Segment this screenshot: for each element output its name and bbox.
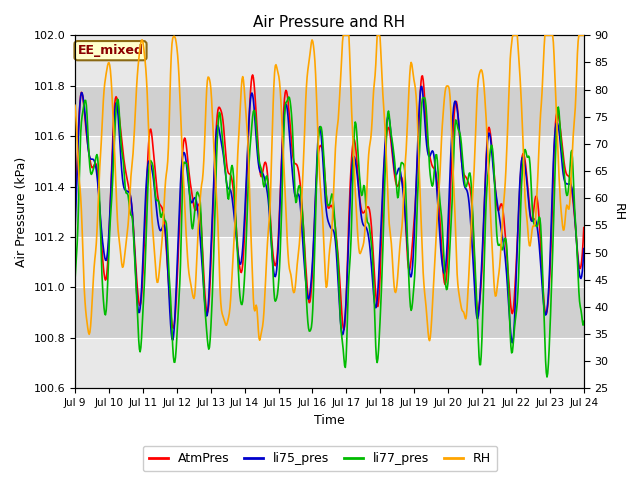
Line: li75_pres: li75_pres bbox=[75, 86, 584, 343]
li75_pres bbox=[71, 227, 79, 232]
Y-axis label: Air Pressure (kPa): Air Pressure (kPa) bbox=[15, 156, 28, 267]
RH bbox=[580, 33, 588, 38]
li77_pres bbox=[406, 304, 414, 310]
AtmPres bbox=[81, 108, 88, 113]
li77_pres bbox=[81, 100, 88, 106]
RH bbox=[339, 33, 347, 38]
Y-axis label: RH: RH bbox=[612, 203, 625, 221]
Bar bbox=[75, 136, 584, 187]
RH bbox=[406, 63, 414, 69]
X-axis label: Time: Time bbox=[314, 414, 345, 427]
li77_pres bbox=[285, 94, 292, 100]
RH bbox=[392, 289, 399, 295]
li75_pres bbox=[184, 179, 192, 185]
RH bbox=[426, 338, 433, 344]
Line: RH: RH bbox=[75, 36, 584, 341]
li75_pres bbox=[509, 340, 516, 346]
li75_pres bbox=[580, 246, 588, 252]
RH bbox=[71, 102, 79, 108]
Line: AtmPres: AtmPres bbox=[75, 75, 584, 330]
li75_pres bbox=[211, 146, 219, 152]
li75_pres bbox=[81, 103, 88, 109]
li77_pres bbox=[184, 172, 192, 178]
RH bbox=[81, 285, 88, 291]
Bar bbox=[75, 187, 584, 237]
li77_pres bbox=[132, 291, 140, 297]
Legend: AtmPres, li75_pres, li77_pres, RH: AtmPres, li75_pres, li77_pres, RH bbox=[143, 446, 497, 471]
Line: li77_pres: li77_pres bbox=[75, 97, 584, 377]
li75_pres bbox=[132, 288, 140, 294]
Text: EE_mixed: EE_mixed bbox=[77, 44, 143, 57]
AtmPres bbox=[580, 225, 588, 230]
AtmPres bbox=[211, 149, 219, 155]
li77_pres bbox=[211, 201, 219, 207]
AtmPres bbox=[392, 181, 400, 187]
li75_pres bbox=[406, 271, 413, 276]
AtmPres bbox=[184, 162, 192, 168]
li75_pres bbox=[418, 84, 426, 89]
AtmPres bbox=[132, 275, 140, 280]
Title: Air Pressure and RH: Air Pressure and RH bbox=[253, 15, 406, 30]
li77_pres bbox=[392, 169, 399, 175]
AtmPres bbox=[71, 213, 79, 218]
Bar bbox=[75, 288, 584, 338]
AtmPres bbox=[340, 327, 348, 333]
RH bbox=[184, 264, 192, 269]
li77_pres bbox=[543, 374, 551, 380]
li77_pres bbox=[71, 276, 79, 282]
Bar bbox=[75, 36, 584, 86]
Bar bbox=[75, 338, 584, 388]
li75_pres bbox=[391, 169, 399, 175]
AtmPres bbox=[407, 256, 415, 262]
Bar bbox=[75, 86, 584, 136]
RH bbox=[132, 84, 140, 90]
Bar bbox=[75, 237, 584, 288]
RH bbox=[211, 171, 219, 177]
li77_pres bbox=[580, 319, 588, 324]
AtmPres bbox=[249, 72, 257, 78]
